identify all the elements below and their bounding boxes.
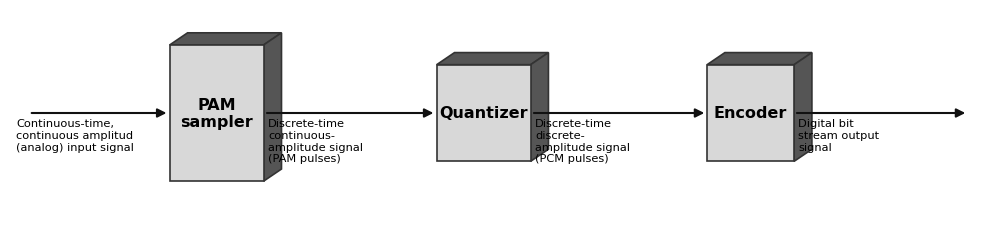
Text: PAM
sampler: PAM sampler [180, 97, 253, 130]
Bar [437, 65, 530, 162]
Polygon shape [169, 34, 281, 46]
Text: Discrete-time
continuous-
amplitude signal
(PAM pulses): Discrete-time continuous- amplitude sign… [268, 119, 363, 164]
Text: Quantizer: Quantizer [440, 106, 528, 121]
Text: Encoder: Encoder [714, 106, 788, 121]
Text: Discrete-time
discrete-
amplitude signal
(PCM pulses): Discrete-time discrete- amplitude signal… [535, 119, 630, 164]
Polygon shape [530, 53, 548, 162]
Bar [169, 46, 263, 181]
Bar [707, 65, 795, 162]
Polygon shape [437, 53, 548, 65]
Polygon shape [795, 53, 812, 162]
Polygon shape [263, 34, 281, 181]
Polygon shape [707, 53, 812, 65]
Text: Continuous-time,
continuous amplitud
(analog) input signal: Continuous-time, continuous amplitud (an… [16, 119, 134, 152]
Text: Digital bit
stream output
signal: Digital bit stream output signal [798, 119, 879, 152]
